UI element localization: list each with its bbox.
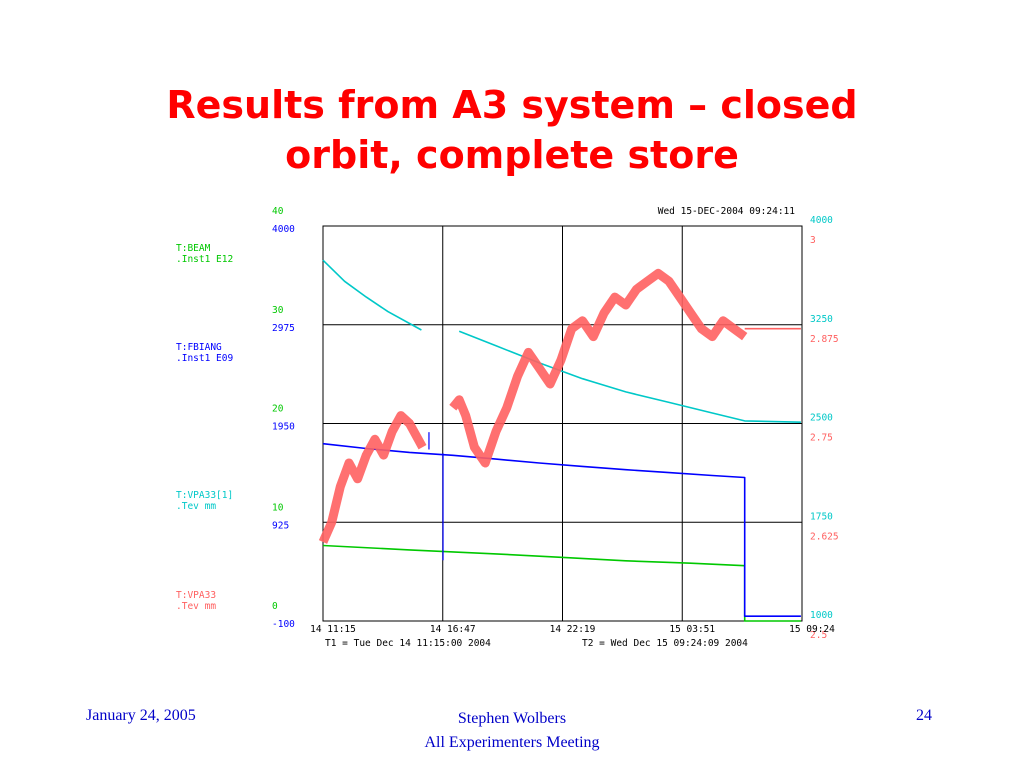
series-line xyxy=(449,268,748,468)
axis-tick-blue: -100 xyxy=(272,619,295,630)
axis-tick-blue: 4000 xyxy=(272,224,295,235)
series-line xyxy=(322,544,801,622)
axis-tick-blue: 1950 xyxy=(272,422,295,433)
series-line xyxy=(318,411,427,544)
series-line xyxy=(458,330,801,423)
footer-meeting: All Experimenters Meeting xyxy=(424,734,600,751)
series-line xyxy=(322,442,801,617)
axis-tick-red: 2.875 xyxy=(810,334,839,345)
series-line xyxy=(322,259,422,331)
axis-tick-cyan: 4000 xyxy=(810,215,833,226)
axis-tick-red: 3 xyxy=(810,235,816,246)
plot-timestamp: Wed 15-DEC-2004 09:24:11 xyxy=(658,206,796,217)
footer-page: 24 xyxy=(916,707,932,724)
axis-tick-red: 2.625 xyxy=(810,531,839,542)
x-tick-label: 14 11:15 xyxy=(310,624,356,635)
legend-desc: .Inst1 E12 xyxy=(176,254,233,265)
axis-tick-cyan: 3250 xyxy=(810,314,833,325)
slide-title-line1: Results from A3 system – closed xyxy=(166,83,858,127)
axis-tick-green: 30 xyxy=(272,305,284,316)
x-tick-label: 15 03:51 xyxy=(669,624,715,635)
x-tick-label: 14 16:47 xyxy=(430,624,476,635)
legend-name: T:VPA33[1] xyxy=(176,490,233,501)
slide-title: Results from A3 system – closed orbit, c… xyxy=(0,80,1024,180)
slide-title-line2: orbit, complete store xyxy=(285,133,739,177)
t2-label: T2 = Wed Dec 15 09:24:09 2004 xyxy=(582,638,748,649)
footer-author: Stephen Wolbers xyxy=(457,710,567,727)
x-tick-label: 14 22:19 xyxy=(550,624,596,635)
legend-desc: .Inst1 E09 xyxy=(176,353,233,364)
footer-date: January 24, 2005 xyxy=(86,707,196,724)
legend-name: T:FBIANG xyxy=(176,342,222,353)
t1-label: T1 = Tue Dec 14 11:15:00 2004 xyxy=(325,638,491,649)
axis-tick-cyan: 1000 xyxy=(810,610,833,621)
legend-desc: .Tev mm xyxy=(176,501,216,512)
axis-tick-green: 10 xyxy=(272,502,284,513)
axis-tick-cyan: 2500 xyxy=(810,413,833,424)
axis-tick-green: 0 xyxy=(272,601,278,612)
legend-desc: .Tev mm xyxy=(176,601,216,612)
axis-tick-green: 20 xyxy=(272,404,284,415)
legend-name: T:BEAM xyxy=(176,243,211,254)
axis-tick-green: 40 xyxy=(272,206,284,217)
axis-tick-cyan: 1750 xyxy=(810,511,833,522)
footer-center: Stephen Wolbers All Experimenters Meetin… xyxy=(362,707,662,755)
axis-tick-red: 2.5 xyxy=(810,630,827,641)
axis-tick-blue: 925 xyxy=(272,520,289,531)
axis-tick-blue: 2975 xyxy=(272,323,295,334)
legend-name: T:VPA33 xyxy=(176,590,216,601)
axis-tick-red: 2.75 xyxy=(810,433,833,444)
x-tick-label: 15 09:24 xyxy=(789,624,835,635)
